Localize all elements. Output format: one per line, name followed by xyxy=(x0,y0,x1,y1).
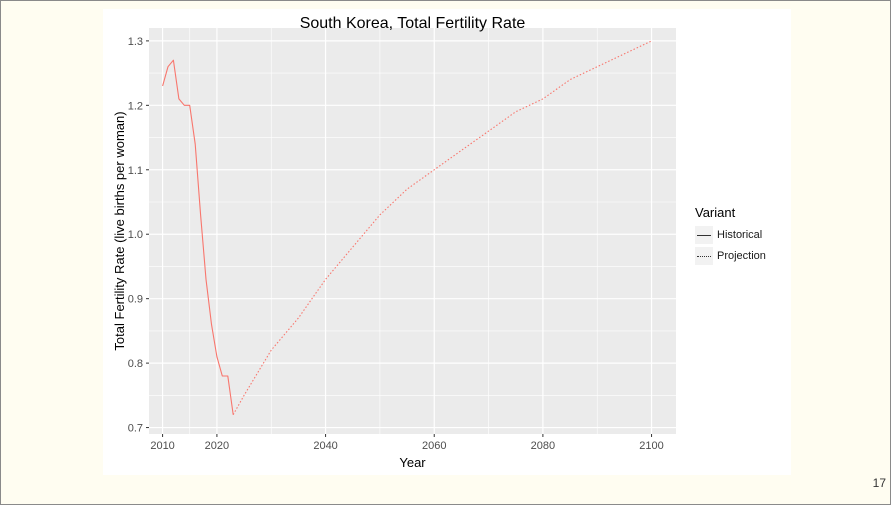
legend-item-projection: Projection xyxy=(695,245,791,266)
plot-panel xyxy=(149,28,676,434)
legend-item-historical: Historical xyxy=(695,224,791,245)
y-tick-label: 1.2 xyxy=(128,100,143,112)
x-tick-label: 2020 xyxy=(205,440,229,452)
page-number: 17 xyxy=(872,476,886,490)
x-axis-title: Year xyxy=(399,455,426,470)
y-tick-label: 0.7 xyxy=(128,423,143,435)
y-tick-label: 1.3 xyxy=(128,36,143,48)
x-tick-label: 2010 xyxy=(150,440,174,452)
y-axis-title: Total Fertility Rate (live births per wo… xyxy=(112,111,127,350)
series-layer xyxy=(162,40,652,415)
x-tick-label: 2040 xyxy=(313,440,337,452)
solid-line-icon xyxy=(695,225,713,244)
fertility-chart: 2010 2020 2040 2060 2080 2100 0.7 0.8 0.9 1.0 1.1 1… xyxy=(112,15,676,470)
legend-title: Variant xyxy=(695,205,736,220)
y-tick-label: 0.9 xyxy=(128,294,143,306)
chart-title: South Korea, Total Fertility Rate xyxy=(300,15,526,32)
axis-ticks xyxy=(146,40,653,437)
series-line-historical xyxy=(162,59,234,415)
major-gridlines xyxy=(149,28,676,434)
y-tick-label: 0.8 xyxy=(128,358,143,370)
legend-label-projection: Projection xyxy=(717,249,766,262)
series-line-projection xyxy=(232,40,652,415)
minor-gridlines xyxy=(149,28,676,434)
chart-card: 2010 2020 2040 2060 2080 2100 0.7 0.8 0.9 1.0 1.1 1… xyxy=(103,9,791,475)
x-tick-label: 2100 xyxy=(639,440,663,452)
x-tick-label: 2060 xyxy=(422,440,446,452)
tick-labels: 2010 2020 2040 2060 2080 2100 0.7 0.8 0.9 1.0 1.1 1… xyxy=(128,36,664,452)
y-tick-label: 1.0 xyxy=(128,229,143,241)
legend: Variant Historical Projection xyxy=(695,205,791,266)
y-tick-label: 1.1 xyxy=(128,165,143,177)
x-tick-label: 2080 xyxy=(531,440,555,452)
dotted-line-icon xyxy=(695,246,713,265)
legend-label-historical: Historical xyxy=(717,228,763,241)
